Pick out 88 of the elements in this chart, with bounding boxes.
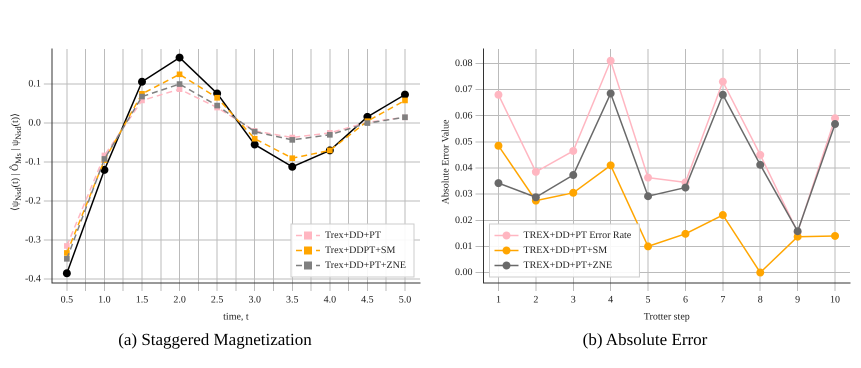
- x-tick-label: 8: [758, 294, 763, 306]
- legend-label: TREX+DD+PT Error Rate: [524, 230, 632, 242]
- x-tick-label: 5.0: [398, 294, 412, 306]
- point: [831, 120, 840, 128]
- legend-label: TREX+DD+PT+SM: [524, 245, 608, 256]
- point: [250, 140, 259, 149]
- y-tick-label: 0.07: [455, 84, 472, 96]
- y-tick-label: 0.05: [455, 136, 472, 148]
- point: [718, 211, 727, 220]
- point: [100, 166, 108, 174]
- x-tick-label: 2.0: [173, 294, 186, 306]
- x-tick-label: 1.0: [98, 294, 111, 306]
- text: (a) Staggered Magnetization: [117, 330, 313, 350]
- point: [252, 136, 258, 142]
- text: (b) Absolute Error: [582, 330, 708, 350]
- point: [494, 90, 502, 99]
- x-axis-title: time, t: [223, 312, 249, 323]
- point: [532, 193, 540, 202]
- point: [176, 72, 182, 78]
- point: [138, 78, 146, 86]
- x-tick-label: 9: [795, 294, 800, 306]
- y-tick-label: 0.08: [455, 58, 472, 70]
- y-tick-label: -0.1: [24, 156, 41, 168]
- point: [756, 268, 764, 277]
- point: [402, 98, 408, 104]
- point: [400, 90, 409, 99]
- x-tick-label: 10: [830, 294, 840, 306]
- y-tick-label: 0.03: [455, 188, 472, 200]
- point: [681, 184, 690, 192]
- x-tick-label: 4.0: [324, 294, 336, 306]
- point: [214, 94, 220, 101]
- point: [644, 242, 652, 250]
- legend-label: Trex+DD+PT+ZNE: [325, 260, 406, 272]
- point: [494, 179, 502, 188]
- x-tick-label: 0.5: [60, 294, 74, 306]
- point: [569, 188, 578, 197]
- x-axis-title: Trotter step: [644, 312, 690, 323]
- y-tick-label: -0.3: [24, 234, 41, 246]
- point: [176, 86, 182, 92]
- point: [532, 168, 540, 176]
- point: [176, 54, 184, 62]
- y-tick-label: 0.0: [28, 118, 41, 129]
- point: [644, 192, 652, 200]
- y-tick-label: 0.1: [28, 78, 41, 90]
- point: [644, 174, 652, 182]
- y-tick-label: 0.01: [455, 241, 472, 252]
- point: [139, 94, 145, 100]
- point: [606, 161, 615, 170]
- point: [494, 142, 502, 150]
- point: [288, 162, 296, 171]
- y-tick-label: 0.00: [455, 267, 472, 278]
- y-tick-label: 0.06: [455, 110, 472, 122]
- point: [718, 78, 727, 86]
- x-tick-label: 4: [608, 294, 614, 306]
- point: [718, 90, 727, 99]
- x-tick-label: 4.5: [361, 294, 374, 306]
- legend-label: Trex+DDPT+SM: [325, 245, 396, 256]
- point: [176, 81, 182, 87]
- point: [831, 232, 840, 240]
- y-tick-label: 0.04: [455, 162, 472, 174]
- y-tick-label: 0.02: [455, 214, 472, 226]
- point: [606, 89, 615, 98]
- x-tick-label: 6: [682, 294, 688, 306]
- x-tick-label: 5: [646, 294, 651, 306]
- x-tick-label: 3.5: [286, 294, 299, 306]
- x-tick-label: 2: [533, 294, 538, 306]
- point: [62, 269, 71, 278]
- x-tick-label: 1.5: [136, 294, 148, 306]
- legend-label: Trex+DD+PT: [325, 230, 381, 242]
- y-tick-label: -0.2: [24, 196, 41, 207]
- point: [756, 150, 764, 159]
- point: [606, 56, 615, 65]
- legend-label: TREX+DD+PT+ZNE: [524, 260, 612, 272]
- x-tick-label: 7: [720, 294, 726, 306]
- y-axis-title: Absolute Error Value: [440, 120, 452, 204]
- x-tick-label: 1: [496, 294, 501, 306]
- x-tick-label: 3: [570, 294, 576, 306]
- x-tick-label: 3.0: [248, 294, 261, 306]
- x-tick-label: 2.5: [210, 294, 224, 306]
- point: [756, 160, 764, 169]
- point: [569, 171, 578, 180]
- point: [64, 256, 70, 262]
- point: [569, 146, 578, 155]
- point: [64, 243, 70, 249]
- point: [289, 155, 296, 162]
- point: [681, 230, 690, 238]
- point: [289, 137, 296, 143]
- y-tick-label: -0.4: [24, 274, 41, 285]
